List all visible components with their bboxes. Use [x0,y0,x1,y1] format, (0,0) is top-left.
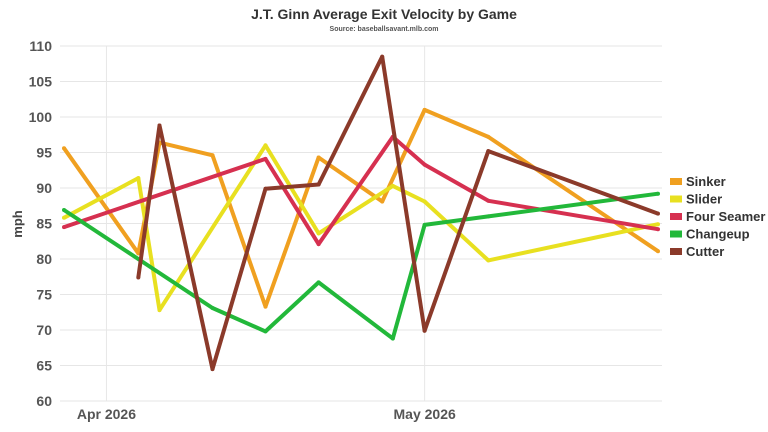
data-point-four-seamer-5 [486,198,491,203]
data-point-slider-8 [656,222,660,227]
data-point-slider-1 [136,176,141,181]
data-point-four-seamer-4 [422,162,427,167]
data-point-sinker-3 [210,153,215,158]
data-point-slider-0 [62,215,66,220]
legend-swatch [670,230,682,238]
y-tick-label: 90 [36,180,52,196]
legend-label: Sinker [686,174,726,189]
y-tick-label: 60 [36,393,52,409]
legend-label: Changeup [686,227,750,242]
chart-subtitle: Source: baseballsavant.mlb.com [330,26,439,33]
y-tick-label: 110 [29,38,52,54]
y-tick-label: 100 [29,109,53,125]
legend-swatch [670,248,682,255]
legend-label: Cutter [686,244,724,259]
data-point-slider-5 [390,183,395,188]
data-point-cutter-4 [316,182,321,187]
data-point-slider-2 [157,308,162,313]
legend-item-slider[interactable]: Slider [670,192,722,207]
legend-swatch [670,195,682,203]
data-point-changeup-4 [390,336,395,341]
data-point-slider-4 [316,231,321,236]
y-tick-label: 95 [36,145,52,161]
data-point-changeup-2 [263,329,268,334]
series-line-changeup [62,191,659,341]
data-point-four-seamer-2 [316,242,321,247]
y-tick-label: 105 [29,74,53,90]
data-point-slider-3 [263,143,268,148]
data-point-sinker-9 [656,249,660,254]
data-point-slider-7 [486,258,491,263]
y-tick-label: 80 [36,251,52,267]
legend-item-cutter[interactable]: Cutter [670,244,724,259]
data-point-changeup-1 [210,306,215,310]
data-point-cutter-6 [422,328,427,333]
data-point-cutter-7 [486,149,491,154]
data-point-cutter-2 [210,367,215,372]
x-axis-ticks: Apr 2026 May 2026 [77,406,456,422]
data-point-sinker-7 [422,107,427,112]
data-point-four-seamer-0 [62,225,66,230]
series-lines [62,54,660,372]
legend-swatch [670,178,682,185]
data-point-four-seamer-1 [263,156,268,161]
data-point-sinker-4 [263,304,268,309]
data-point-changeup-3 [316,280,321,285]
data-point-four-seamer-6 [656,227,660,232]
legend-swatch [670,213,682,220]
data-point-sinker-5 [316,155,321,160]
legend-label: Slider [686,192,722,207]
data-point-cutter-3 [263,186,268,191]
data-point-changeup-5 [422,222,427,227]
data-point-sinker-0 [62,146,66,151]
y-axis-label: mph [10,210,25,238]
legend-label: Four Seamer [686,209,765,224]
data-point-cutter-8 [656,211,660,216]
series-cutter [136,54,660,372]
y-tick-label: 75 [36,287,52,303]
legend-item-four-seamer[interactable]: Four Seamer [670,209,765,224]
data-point-cutter-5 [380,54,385,59]
data-point-cutter-0 [136,275,141,280]
legend-item-sinker[interactable]: Sinker [670,174,726,189]
legend-item-changeup[interactable]: Changeup [670,227,750,242]
chart-title: J.T. Ginn Average Exit Velocity by Game [251,6,517,22]
series-changeup [62,191,660,341]
y-axis-ticks: 60 65 70 75 80 85 90 95 100 105 110 [29,38,53,409]
data-point-sinker-8 [486,134,491,139]
y-tick-label: 65 [36,358,52,374]
data-point-sinker-1 [136,251,141,256]
legend[interactable]: Sinker Slider Four Seamer Changeup Cutter [670,174,765,259]
data-point-changeup-7 [656,191,660,196]
x-tick-label: Apr 2026 [77,406,136,422]
data-point-cutter-1 [157,123,162,128]
data-point-sinker-6 [380,199,385,204]
data-point-changeup-0 [62,208,66,212]
y-tick-label: 85 [36,216,52,232]
y-tick-label: 70 [36,322,52,338]
data-point-changeup-6 [486,214,491,219]
data-point-slider-6 [422,199,427,204]
x-tick-label: May 2026 [394,406,456,422]
